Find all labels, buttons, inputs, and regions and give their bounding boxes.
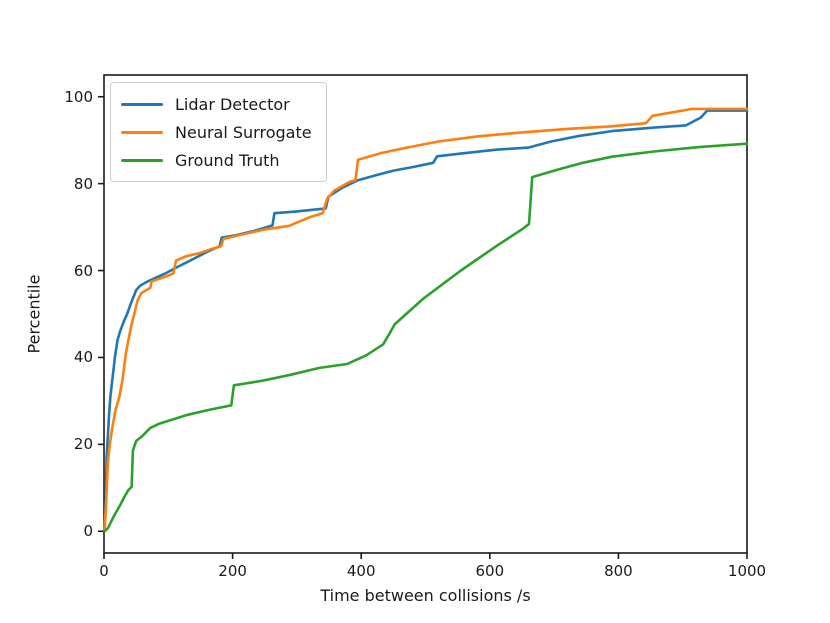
- legend-label: Ground Truth: [175, 150, 280, 170]
- y-tick-label: 0: [83, 522, 93, 541]
- y-tick-label: 40: [73, 348, 93, 367]
- x-tick-label: 0: [99, 562, 109, 580]
- y-axis-label: Percentile: [24, 274, 44, 354]
- y-tick-label: 20: [73, 435, 93, 454]
- x-tick-label: 800: [604, 562, 633, 580]
- legend-label: Lidar Detector: [175, 94, 290, 114]
- x-tick-label: 400: [346, 562, 376, 580]
- axes-spines: [103, 74, 748, 554]
- legend-line-swatch-ground-truth: [121, 158, 163, 162]
- x-tick-label: 600: [475, 562, 505, 580]
- legend-item: Neural Surrogate: [121, 118, 312, 146]
- legend-line-swatch-neural-surrogate: [121, 130, 163, 134]
- series-line-ground-truth: [103, 142, 749, 533]
- x-tick-label: 1000: [727, 562, 767, 580]
- legend-label: Neural Surrogate: [175, 122, 312, 142]
- y-tick-label: 100: [64, 87, 93, 106]
- x-tick-label: 200: [218, 562, 247, 580]
- legend-item: Ground Truth: [121, 146, 312, 174]
- y-tick-label: 60: [73, 261, 93, 280]
- y-tick-label: 80: [73, 174, 93, 193]
- series-line-neural-surrogate: [103, 107, 749, 533]
- legend-item: Lidar Detector: [121, 90, 312, 118]
- legend: Lidar Detector Neural Surrogate Ground Tru…: [110, 82, 327, 182]
- legend-line-swatch-lidar-detector: [121, 102, 163, 106]
- x-axis-label: Time between collisions /s: [320, 586, 531, 605]
